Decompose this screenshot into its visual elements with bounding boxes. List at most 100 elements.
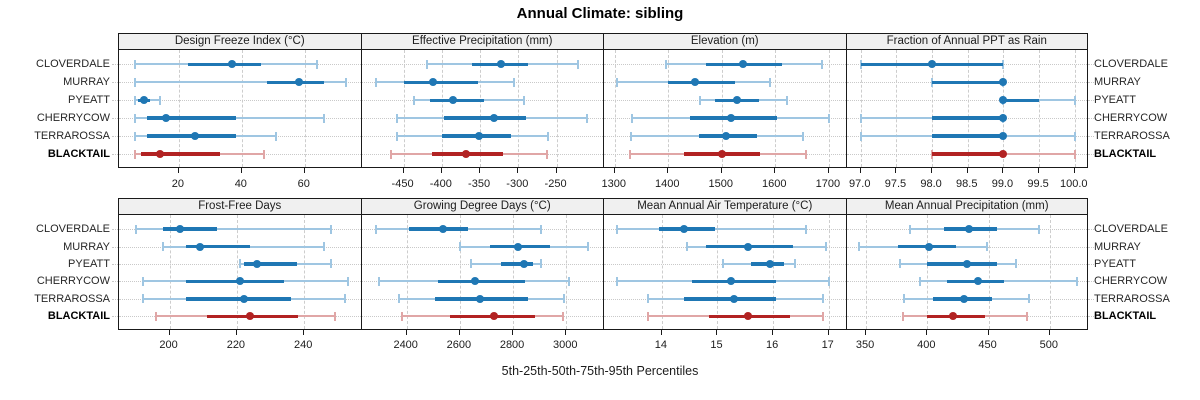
iqr-line	[444, 116, 526, 120]
axis-tick-label: 97.5	[884, 177, 907, 190]
panel-plot	[118, 215, 361, 330]
row-gridline-stub	[112, 100, 118, 102]
percentile-cap-5th	[161, 242, 164, 251]
axis-tick-label: 16	[765, 338, 779, 351]
axis-tick	[303, 330, 305, 335]
median-dot	[449, 96, 458, 105]
percentile-cap-95th	[323, 242, 326, 251]
panel-title: Mean Annual Air Temperature (°C)	[637, 200, 813, 212]
percentile-cap-5th	[396, 131, 399, 141]
gridline	[1003, 50, 1005, 167]
axis-tick	[1002, 168, 1004, 173]
percentile-cap-5th	[413, 95, 416, 105]
iqr-line	[927, 262, 998, 266]
median-dot	[175, 225, 184, 234]
median-dot	[960, 294, 969, 303]
percentile-cap-95th	[513, 77, 516, 87]
gridline	[717, 215, 719, 329]
axis-tick-label: 500	[1039, 338, 1058, 351]
percentile-cap-5th	[909, 224, 912, 234]
percentile-cap-95th	[343, 294, 346, 304]
gridline	[566, 215, 568, 329]
axis-tick-label: -300	[506, 177, 529, 190]
axis-tick-label: 1700	[815, 177, 841, 190]
percentile-cap-5th	[629, 131, 632, 141]
gridline	[860, 50, 862, 167]
percentile-cap-95th	[576, 59, 579, 69]
iqr-line	[188, 62, 261, 67]
percentile-range-line	[134, 81, 346, 84]
median-dot	[228, 60, 237, 69]
iqr-line	[932, 134, 1004, 138]
percentile-cap-5th	[859, 113, 862, 123]
axis-tick-label: 14	[654, 338, 667, 351]
panel-title: Design Freeze Index (°C)	[174, 35, 305, 47]
axis-tick	[772, 330, 774, 335]
row-gridline-stub	[112, 154, 118, 156]
percentile-cap-95th	[768, 77, 771, 87]
axis-tick-label: 17	[821, 338, 834, 351]
axis-tick	[1073, 168, 1075, 173]
axis-tick	[827, 330, 829, 335]
percentile-cap-5th	[899, 259, 902, 269]
percentile-range-line	[135, 228, 332, 231]
site-label-right: TERRAROSSA	[1094, 130, 1170, 143]
axis-tick	[716, 330, 718, 335]
median-dot	[489, 312, 498, 321]
median-dot	[246, 312, 255, 321]
median-dot	[140, 96, 149, 105]
percentile-cap-5th	[469, 259, 472, 269]
percentile-cap-95th	[824, 242, 827, 251]
iqr-line	[932, 80, 1004, 85]
axis-tick	[720, 168, 722, 173]
percentile-cap-5th	[398, 294, 401, 304]
percentile-cap-95th	[330, 224, 333, 234]
iqr-line	[147, 116, 236, 120]
percentile-cap-95th	[586, 113, 589, 123]
median-dot	[732, 96, 741, 105]
axis-tick	[177, 168, 179, 173]
axis-tick	[667, 168, 669, 173]
percentile-cap-5th	[616, 276, 619, 286]
percentile-cap-5th	[903, 294, 906, 304]
site-label-left: TERRAROSSA	[34, 130, 110, 143]
percentile-cap-5th	[375, 77, 378, 87]
row-gridline-stub	[1088, 118, 1094, 120]
site-label-left: MURRAY	[63, 240, 110, 253]
median-dot	[438, 225, 447, 234]
percentile-cap-95th	[786, 95, 789, 105]
percentile-cap-95th	[316, 59, 319, 69]
axis-tick	[402, 168, 404, 173]
percentile-cap-5th	[134, 224, 137, 234]
axis-tick-label: 60	[297, 177, 310, 190]
site-label-left: PYEATT	[68, 94, 110, 107]
panel-strip: Fraction of Annual PPT as Rain	[845, 33, 1088, 50]
row-gridline-stub	[1088, 64, 1094, 66]
axis-tick	[987, 330, 989, 335]
x-axis-caption: 5th-25th-50th-75th-95th Percentiles	[501, 364, 699, 378]
gridline	[927, 215, 929, 329]
axis-tick	[966, 168, 968, 173]
percentile-cap-95th	[827, 276, 830, 286]
median-dot	[162, 114, 171, 123]
site-label-left: MURRAY	[63, 76, 110, 89]
axis-tick-label: 350	[855, 338, 875, 351]
row-gridline-stub	[1088, 298, 1094, 300]
panel-plot	[360, 50, 603, 168]
percentile-cap-5th	[630, 113, 633, 123]
row-gridline-stub	[1088, 82, 1094, 84]
percentile-cap-5th	[646, 294, 649, 304]
axis-tick-label: 99.0	[991, 177, 1014, 190]
percentile-cap-95th	[1002, 59, 1005, 69]
median-dot	[475, 294, 484, 303]
percentile-cap-95th	[1075, 276, 1078, 286]
gridline	[178, 50, 180, 167]
row-gridline-stub	[112, 316, 118, 318]
axis-tick-label: -250	[544, 177, 567, 190]
percentile-cap-95th	[539, 224, 542, 234]
percentile-cap-95th	[322, 113, 325, 123]
percentile-range-line	[1003, 99, 1075, 102]
site-label-right: CLOVERDALE	[1094, 223, 1168, 236]
percentile-cap-95th	[1037, 224, 1040, 234]
